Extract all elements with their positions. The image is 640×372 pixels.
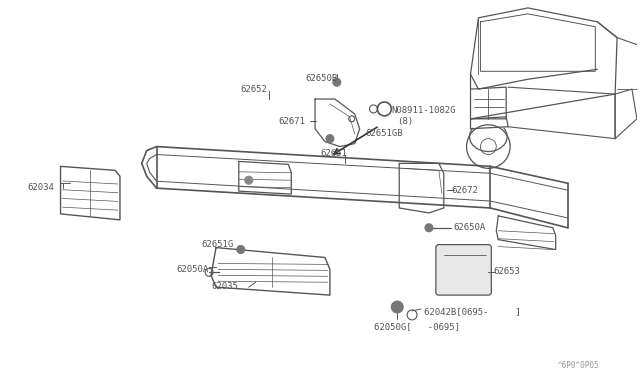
Text: 62050A: 62050A: [177, 265, 209, 275]
Text: (8): (8): [397, 117, 413, 126]
Text: N08911-1082G: N08911-1082G: [391, 106, 456, 115]
Circle shape: [333, 78, 340, 86]
Circle shape: [326, 135, 334, 142]
Circle shape: [244, 176, 253, 184]
FancyBboxPatch shape: [436, 245, 492, 295]
Text: 62034: 62034: [28, 183, 55, 192]
Text: 62653: 62653: [493, 267, 520, 276]
Text: 62650A: 62650A: [454, 223, 486, 232]
Text: 62672: 62672: [452, 186, 479, 195]
Text: 62035: 62035: [211, 282, 238, 291]
Text: 62651GB: 62651GB: [365, 129, 403, 138]
Text: 62042B[0695-     ]: 62042B[0695- ]: [424, 307, 521, 316]
Circle shape: [425, 224, 433, 232]
Text: 62050G[   -0695]: 62050G[ -0695]: [374, 322, 460, 331]
Text: 62652: 62652: [241, 85, 268, 94]
Text: 62650B: 62650B: [305, 74, 337, 83]
Circle shape: [237, 246, 244, 253]
Text: 62651: 62651: [320, 148, 347, 158]
Circle shape: [391, 301, 403, 313]
Text: 62651G: 62651G: [201, 240, 234, 248]
Text: ^6P0^0P05: ^6P0^0P05: [557, 362, 599, 371]
Text: 62671: 62671: [278, 117, 305, 126]
